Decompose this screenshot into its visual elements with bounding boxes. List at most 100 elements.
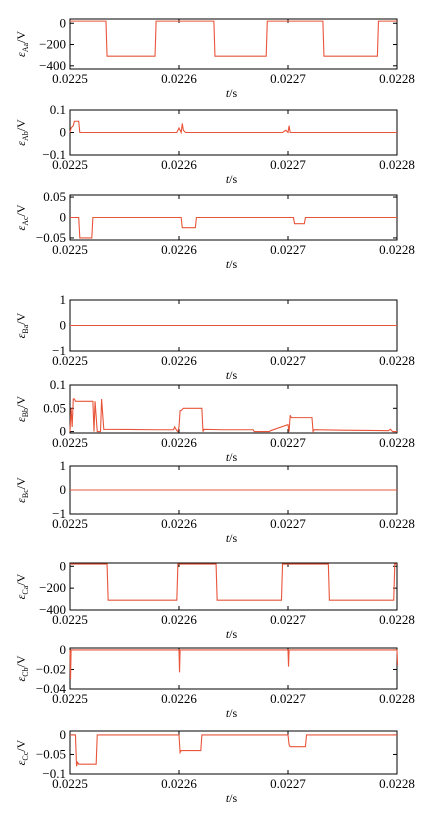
x-axis-label: t/s bbox=[226, 706, 238, 720]
panel-cb: 0.0225 0.0226 0.0227 0.0228 0 −0.02 −0.04 t/s εC… bbox=[14, 642, 415, 720]
y-tick-label: 0.1 bbox=[50, 102, 66, 117]
y-tick-label: 0 bbox=[60, 424, 67, 439]
plot-frame bbox=[69, 562, 398, 611]
y-axis-label: εAc/V bbox=[14, 204, 30, 230]
y-tick-label: 1 bbox=[60, 292, 67, 307]
x-tick-label: 0.0228 bbox=[379, 157, 415, 172]
x-tick-label: 0.0226 bbox=[161, 157, 197, 172]
y-tick-label: 1 bbox=[60, 458, 67, 473]
y-tick-label: 0 bbox=[60, 642, 67, 657]
x-tick-label: 0.0227 bbox=[270, 776, 306, 791]
x-tick-label: 0.0226 bbox=[161, 435, 197, 450]
x-axis-label: t/s bbox=[226, 791, 238, 805]
y-axis-label: εAb/V bbox=[14, 119, 30, 146]
y-axis-label: εCa/V bbox=[14, 573, 30, 599]
y-tick-label: −400 bbox=[39, 58, 66, 73]
x-tick-label: 0.0225 bbox=[52, 435, 88, 450]
y-tick-label: 0 bbox=[60, 558, 67, 573]
x-tick-label: 0.0226 bbox=[161, 612, 197, 627]
series-line-bb bbox=[69, 398, 397, 434]
x-tick-label: 0.0228 bbox=[379, 435, 415, 450]
x-tick-label: 0.0226 bbox=[161, 776, 197, 791]
y-tick-label: 0.05 bbox=[43, 189, 66, 204]
x-tick-label: 0.0228 bbox=[379, 776, 415, 791]
x-tick-label: 0.0226 bbox=[161, 71, 197, 86]
x-tick-label: 0.0228 bbox=[379, 612, 415, 627]
series-line-cb bbox=[69, 649, 399, 680]
panel-cc: 0.0225 0.0226 0.0227 0.0228 0 −0.05 −0.1 t/s εCc… bbox=[14, 727, 415, 805]
x-axis-label: t/s bbox=[226, 257, 238, 271]
x-tick-label: 0.0225 bbox=[52, 353, 88, 368]
x-tick-label: 0.0225 bbox=[52, 516, 88, 531]
y-tick-label: −0.1 bbox=[42, 766, 66, 781]
x-tick-label: 0.0227 bbox=[270, 691, 306, 706]
y-tick-label: 0.1 bbox=[50, 377, 66, 392]
series-line-ab bbox=[69, 120, 397, 135]
x-tick-label: 0.0227 bbox=[270, 71, 306, 86]
y-tick-label: −0.05 bbox=[36, 746, 66, 761]
y-axis-label: εCc/V bbox=[14, 739, 30, 765]
panel-ba: 0.0225 0.0226 0.0227 0.0228 1 0 −1 t/s εBa/V bbox=[14, 292, 415, 382]
panel-ca: 0.0225 0.0226 0.0227 0.0228 0 −200 −400 t/s εCa/… bbox=[14, 558, 415, 641]
y-tick-label: −0.05 bbox=[36, 230, 66, 245]
y-tick-label: −0.02 bbox=[36, 661, 66, 676]
y-axis-label: εBa/V bbox=[14, 312, 30, 338]
series-line-cc bbox=[70, 734, 397, 767]
x-tick-label: 0.0226 bbox=[161, 691, 197, 706]
x-tick-label: 0.0227 bbox=[270, 516, 306, 531]
x-axis-label: t/s bbox=[226, 450, 238, 464]
series-line-aa bbox=[70, 20, 397, 57]
y-tick-label: −1 bbox=[52, 343, 66, 358]
x-tick-label: 0.0225 bbox=[52, 71, 88, 86]
panel-aa: 0.0225 0.0226 0.0227 0.0228 0 −200 −400 t/s εAa/… bbox=[14, 15, 415, 100]
y-tick-label: 0 bbox=[60, 210, 67, 225]
y-tick-label: 0 bbox=[60, 125, 67, 140]
y-tick-label: 0 bbox=[60, 318, 67, 333]
x-tick-label: 0.0227 bbox=[270, 353, 306, 368]
series-line-ca bbox=[70, 563, 397, 601]
y-tick-label: −200 bbox=[39, 37, 66, 52]
panel-ac: 0.0225 0.0226 0.0227 0.0228 0.05 0 −0.05 t/s εAc… bbox=[14, 189, 415, 271]
x-tick-label: 0.0227 bbox=[270, 242, 306, 257]
x-tick-label: 0.0225 bbox=[52, 612, 88, 627]
x-tick-label: 0.0228 bbox=[379, 242, 415, 257]
x-axis-label: t/s bbox=[226, 627, 238, 641]
x-tick-label: 0.0225 bbox=[52, 691, 88, 706]
x-tick-label: 0.0228 bbox=[379, 691, 415, 706]
x-tick-label: 0.0225 bbox=[52, 242, 88, 257]
plot-frame bbox=[69, 384, 398, 434]
x-axis-label: t/s bbox=[226, 86, 238, 100]
x-tick-label: 0.0226 bbox=[161, 516, 197, 531]
y-axis-label: εCb/V bbox=[14, 655, 30, 681]
plot-frame bbox=[69, 730, 398, 775]
y-axis-label: εBc/V bbox=[14, 477, 30, 503]
x-tick-label: 0.0228 bbox=[379, 71, 415, 86]
y-axis-label: εAa/V bbox=[14, 31, 30, 57]
y-axis-label: εBb/V bbox=[14, 396, 30, 422]
y-tick-label: 0 bbox=[60, 482, 67, 497]
y-tick-label: 0 bbox=[60, 727, 67, 742]
y-tick-label: −0.04 bbox=[36, 681, 67, 696]
x-tick-label: 0.0227 bbox=[270, 435, 306, 450]
x-tick-label: 0.0228 bbox=[379, 353, 415, 368]
x-axis-label: t/s bbox=[226, 172, 238, 186]
x-tick-label: 0.0226 bbox=[161, 353, 197, 368]
x-tick-label: 0.0225 bbox=[52, 157, 88, 172]
y-tick-label: −0.1 bbox=[42, 147, 66, 162]
plot-frame bbox=[69, 18, 398, 70]
x-tick-label: 0.0225 bbox=[52, 776, 88, 791]
y-tick-label: 0 bbox=[60, 15, 67, 30]
x-tick-label: 0.0228 bbox=[379, 516, 415, 531]
y-tick-label: −1 bbox=[52, 506, 66, 521]
x-tick-label: 0.0226 bbox=[161, 242, 197, 257]
x-tick-label: 0.0227 bbox=[270, 612, 306, 627]
x-tick-label: 0.0227 bbox=[270, 157, 306, 172]
plot-frame bbox=[69, 647, 398, 690]
panel-bb: 0.0225 0.0226 0.0227 0.0228 0.1 0.05 0 t/s εBb/V bbox=[14, 377, 415, 464]
x-axis-label: t/s bbox=[226, 368, 238, 382]
y-tick-label: −400 bbox=[39, 602, 66, 617]
series-line-ac bbox=[70, 216, 397, 239]
panel-ab: 0.0225 0.0226 0.0227 0.0228 0.1 0 −0.1 t/s εAb/V bbox=[14, 102, 415, 186]
y-tick-label: 0.05 bbox=[43, 400, 66, 415]
